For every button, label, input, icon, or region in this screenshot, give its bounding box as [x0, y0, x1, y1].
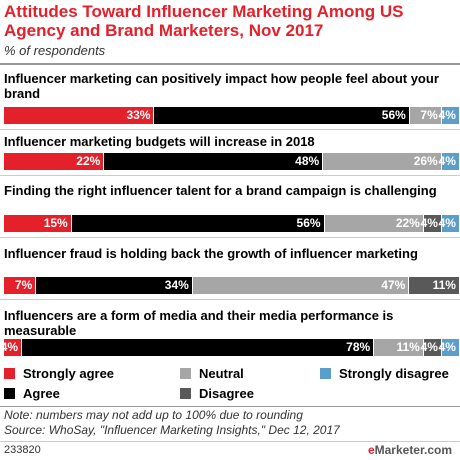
row-divider: [0, 237, 460, 238]
brand-prefix: e: [367, 443, 375, 457]
data-label: 4%: [0, 340, 19, 354]
data-label: 56%: [296, 216, 321, 230]
brand-rest: Marketer.com: [374, 443, 452, 457]
data-label: 4%: [438, 154, 456, 168]
bar-segment-agree: 56%: [154, 107, 410, 124]
data-label: 47%: [381, 278, 406, 292]
emarketer-logo[interactable]: eMarketer.com: [368, 443, 452, 457]
bar-segment-agree: 48%: [104, 153, 324, 170]
legend-swatch: [320, 368, 331, 379]
data-label: 4%: [438, 108, 456, 122]
bar-segment-agree: 34%: [36, 277, 193, 294]
row-divider: [0, 129, 460, 130]
data-label: 4%: [438, 340, 456, 354]
bar-segment-strongly-disagree: 4%: [438, 153, 460, 170]
bar-segment-strongly-agree: 7%: [4, 277, 37, 294]
legend-swatch: [180, 388, 191, 399]
bar-segment-agree: 56%: [71, 215, 325, 232]
bar-row: 22% 48% 26% 4%: [4, 153, 460, 170]
data-label: 4%: [420, 340, 438, 354]
question-label: Influencer fraud is holding back the gro…: [4, 246, 418, 261]
legend-item-agree: Agree: [4, 386, 60, 401]
chart-title: Attitudes Toward Influencer Marketing Am…: [4, 2, 404, 40]
bar-segment-neutral: 26%: [323, 153, 442, 170]
data-label: 4%: [420, 216, 438, 230]
data-label: 56%: [381, 108, 406, 122]
data-label: 33%: [126, 108, 151, 122]
bar-segment-neutral: 47%: [192, 277, 410, 294]
data-label: 7%: [14, 278, 33, 292]
legend-item-neutral: Neutral: [180, 366, 244, 381]
legend-swatch: [180, 368, 191, 379]
legend-label: Strongly disagree: [339, 366, 449, 381]
note-divider: [0, 406, 460, 407]
legend-swatch: [4, 368, 15, 379]
bar-segment-agree: 78%: [22, 339, 375, 356]
source-note: Source: WhoSay, "Influencer Marketing In…: [4, 423, 340, 437]
bar-segment-neutral: 22%: [324, 215, 424, 232]
bar-segment-disagree: 4%: [420, 339, 442, 356]
bar-segment-strongly-disagree: 4%: [438, 339, 460, 356]
data-label: 15%: [43, 216, 68, 230]
row-divider: [0, 175, 460, 176]
legend-item-strongly-disagree: Strongly disagree: [320, 366, 449, 381]
bar-row: 4% 78% 11% 4% 4%: [0, 339, 460, 356]
bar-segment-neutral: 11%: [374, 339, 424, 356]
bar-segment-strongly-disagree: 4%: [438, 107, 460, 124]
legend-swatch: [4, 388, 15, 399]
row-divider: [0, 299, 460, 300]
question-label: Influencers are a form of media and thei…: [4, 308, 394, 338]
question-label: Influencer marketing budgets will increa…: [4, 134, 315, 149]
bar-row: 33% 56% 7% 4%: [4, 107, 460, 124]
legend-label: Agree: [23, 386, 60, 401]
title-divider: [0, 63, 460, 65]
chart-id: 233820: [4, 444, 41, 456]
data-label: 11%: [432, 278, 456, 292]
rounding-note: Note: numbers may not add up to 100% due…: [4, 408, 303, 422]
legend-label: Strongly agree: [23, 366, 115, 381]
footer-divider: [0, 441, 460, 442]
chart-legend: Strongly agree Neutral Strongly disagree Ag…: [0, 364, 460, 404]
bar-segment-strongly-agree: 4%: [0, 339, 23, 356]
legend-item-disagree: Disagree: [180, 386, 254, 401]
legend-label: Disagree: [199, 386, 254, 401]
bar-segment-strongly-agree: 33%: [4, 107, 155, 124]
bar-segment-disagree: 4%: [420, 215, 442, 232]
data-label: 11%: [396, 340, 420, 354]
bar-segment-neutral: 7%: [409, 107, 442, 124]
data-label: 34%: [164, 278, 189, 292]
legend-item-strongly-agree: Strongly agree: [4, 366, 114, 381]
data-label: 7%: [420, 108, 438, 122]
chart-notes: Note: numbers may not add up to 100% due…: [4, 408, 340, 438]
data-label: 4%: [438, 216, 456, 230]
question-label: Influencer marketing can positively impa…: [4, 71, 439, 101]
data-label: 26%: [413, 154, 438, 168]
data-label: 78%: [346, 340, 371, 354]
bar-segment-strongly-agree: 22%: [4, 153, 105, 170]
bar-segment-strongly-agree: 15%: [4, 215, 72, 232]
data-label: 22%: [76, 154, 101, 168]
bar-row: 7% 34% 47% 11%: [4, 277, 460, 294]
question-label: Finding the right influencer talent for …: [4, 183, 437, 198]
data-label: 48%: [295, 154, 320, 168]
bar-segment-strongly-disagree: 4%: [438, 215, 460, 232]
bar-segment-disagree: 11%: [409, 277, 460, 294]
data-label: 22%: [395, 216, 420, 230]
chart-subtitle: % of respondents: [4, 43, 106, 58]
legend-label: Neutral: [199, 366, 244, 381]
bar-row: 15% 56% 22% 4% 4%: [4, 215, 460, 232]
